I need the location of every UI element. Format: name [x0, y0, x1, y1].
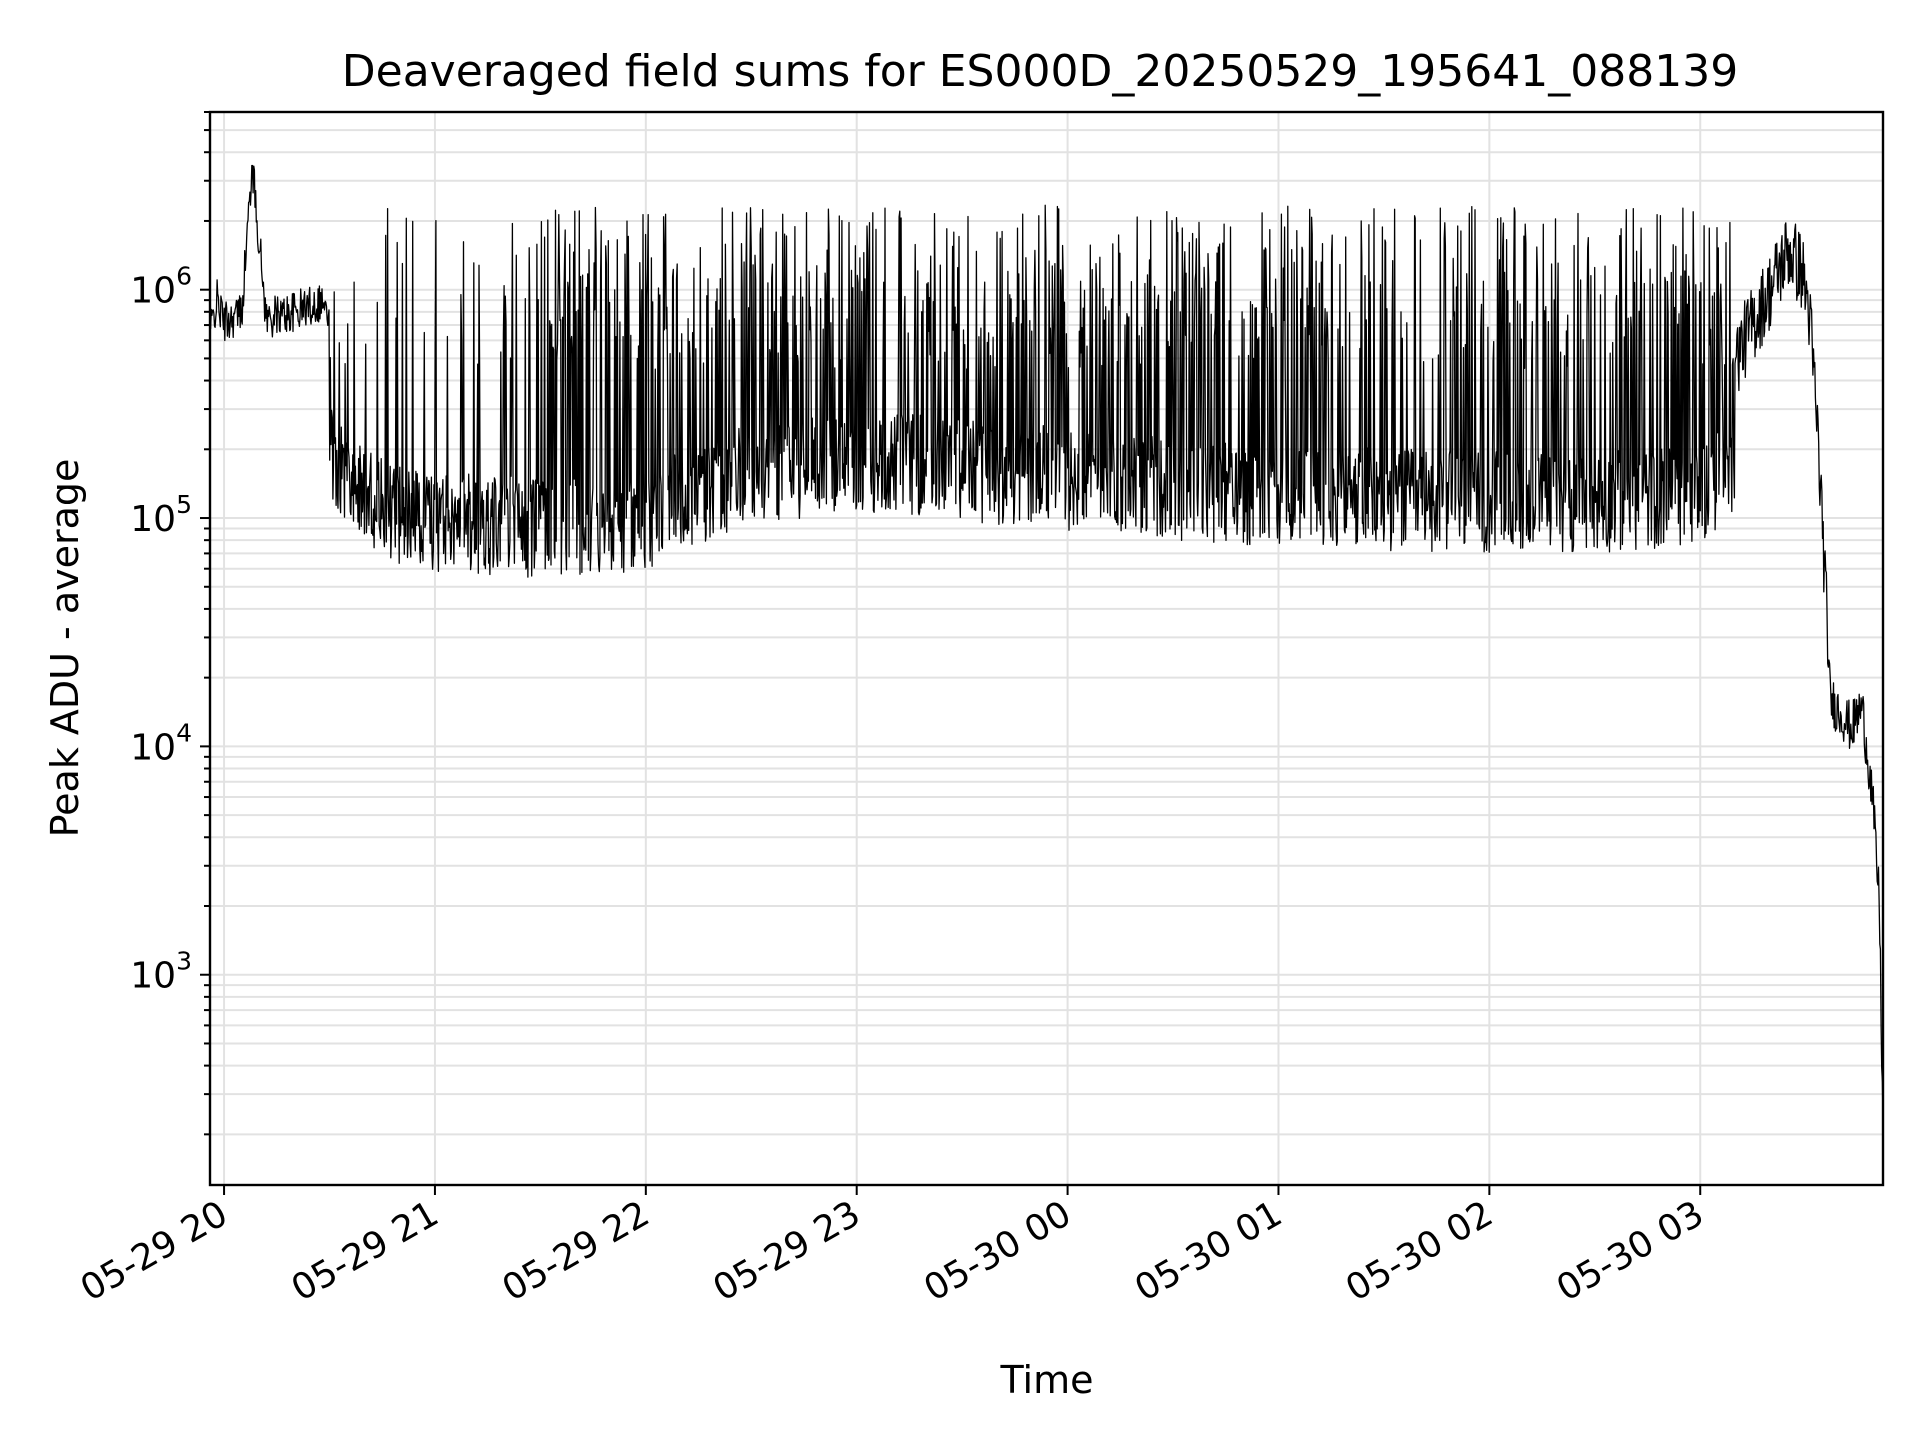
chart-title: Deaveraged field sums for ES000D_2025052…	[342, 46, 1738, 97]
plot-frame	[208, 110, 1885, 1187]
grid-lines	[210, 111, 1883, 1185]
x-tick-label: 05-30 01	[1128, 1193, 1289, 1309]
y-tick-exponent: 4	[176, 718, 192, 747]
x-tick-label: 05-29 22	[496, 1193, 657, 1309]
x-tick-label: 05-30 02	[1339, 1193, 1500, 1309]
x-tick-label: 05-30 03	[1550, 1193, 1711, 1309]
series-line	[209, 164, 1884, 1123]
y-tick-exponent: 6	[176, 262, 192, 291]
y-tick-base: 10	[130, 499, 176, 540]
x-tick-label: 05-29 21	[285, 1193, 446, 1309]
y-tick-label: 105	[130, 490, 192, 540]
y-tick-label: 104	[130, 718, 192, 768]
y-tick-label: 103	[130, 947, 192, 997]
x-tick-label: 05-29 23	[707, 1193, 868, 1309]
y-tick-exponent: 3	[176, 947, 192, 976]
x-tick-label: 05-30 00	[917, 1193, 1078, 1309]
series-layer	[209, 164, 1884, 1123]
y-tick-label: 106	[130, 262, 192, 312]
y-tick-base: 10	[130, 727, 176, 768]
y-tick-base: 10	[130, 271, 176, 312]
x-tick-label: 05-29 20	[74, 1193, 235, 1309]
y-tick-base: 10	[130, 956, 176, 997]
y-axis-label: Peak ADU - average	[43, 459, 87, 838]
x-axis-label: Time	[1000, 1358, 1094, 1402]
y-tick-exponent: 5	[176, 490, 192, 519]
